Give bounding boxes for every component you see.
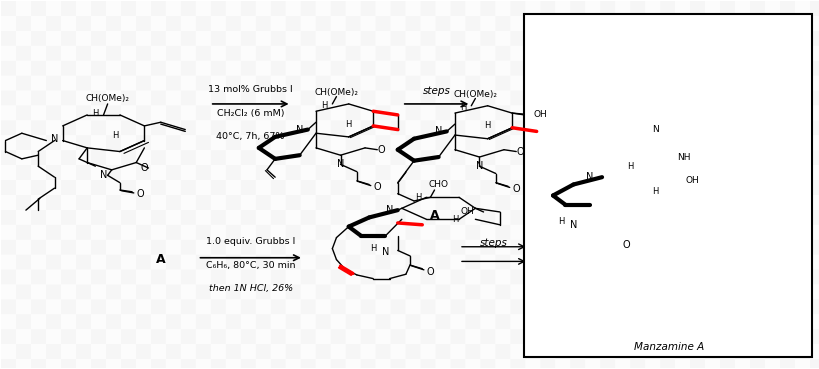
Text: O: O xyxy=(377,145,385,155)
Text: N: N xyxy=(382,247,389,257)
Text: N: N xyxy=(569,220,577,230)
Text: steps: steps xyxy=(423,86,450,96)
Text: 40°C, 7h, 67%: 40°C, 7h, 67% xyxy=(216,132,284,141)
Text: O: O xyxy=(136,189,144,199)
Text: N: N xyxy=(386,205,393,215)
Text: OH: OH xyxy=(459,207,473,217)
Text: O: O xyxy=(373,182,381,192)
Text: H: H xyxy=(451,215,458,224)
Text: CH(OMe)₂: CH(OMe)₂ xyxy=(453,90,497,99)
Text: then 1N HCl, 26%: then 1N HCl, 26% xyxy=(208,284,292,293)
Text: O: O xyxy=(622,240,630,250)
Text: H: H xyxy=(459,103,466,112)
Text: OH: OH xyxy=(533,110,547,120)
Text: CHO: CHO xyxy=(428,180,448,189)
Text: H: H xyxy=(414,193,421,202)
Text: N: N xyxy=(586,172,593,182)
Text: H: H xyxy=(320,101,327,110)
Text: O: O xyxy=(512,184,519,194)
Text: A: A xyxy=(429,209,439,222)
Text: H: H xyxy=(651,187,658,196)
Text: 1.0 equiv. Grubbs I: 1.0 equiv. Grubbs I xyxy=(206,237,295,246)
Text: CH(OMe)₂: CH(OMe)₂ xyxy=(314,89,358,97)
Text: C₆H₆, 80°C, 30 min: C₆H₆, 80°C, 30 min xyxy=(206,261,295,270)
Text: N: N xyxy=(651,125,658,134)
Text: 13 mol% Grubbs I: 13 mol% Grubbs I xyxy=(208,85,292,94)
Text: A: A xyxy=(156,253,165,266)
Text: H: H xyxy=(484,121,491,130)
Text: NH: NH xyxy=(676,152,690,162)
Text: N: N xyxy=(475,161,482,171)
Text: N: N xyxy=(51,134,58,144)
Text: N: N xyxy=(337,159,344,169)
Text: N: N xyxy=(100,170,107,180)
Bar xyxy=(524,14,811,356)
Text: CH₂Cl₂ (6 mM): CH₂Cl₂ (6 mM) xyxy=(217,108,284,118)
Text: Manzamine A: Manzamine A xyxy=(633,342,704,352)
Text: H: H xyxy=(345,120,351,128)
Text: H: H xyxy=(557,217,563,225)
Text: H: H xyxy=(369,244,376,253)
Text: OH: OH xyxy=(684,176,698,185)
Text: O: O xyxy=(140,163,148,173)
Text: N: N xyxy=(434,127,441,137)
Text: O: O xyxy=(426,268,434,277)
Text: H: H xyxy=(112,131,119,139)
Text: H: H xyxy=(627,162,633,171)
Text: CH(OMe)₂: CH(OMe)₂ xyxy=(85,94,129,103)
Text: H: H xyxy=(92,108,98,118)
Text: O: O xyxy=(516,146,523,156)
Text: N: N xyxy=(296,125,303,135)
Text: steps: steps xyxy=(480,238,508,248)
